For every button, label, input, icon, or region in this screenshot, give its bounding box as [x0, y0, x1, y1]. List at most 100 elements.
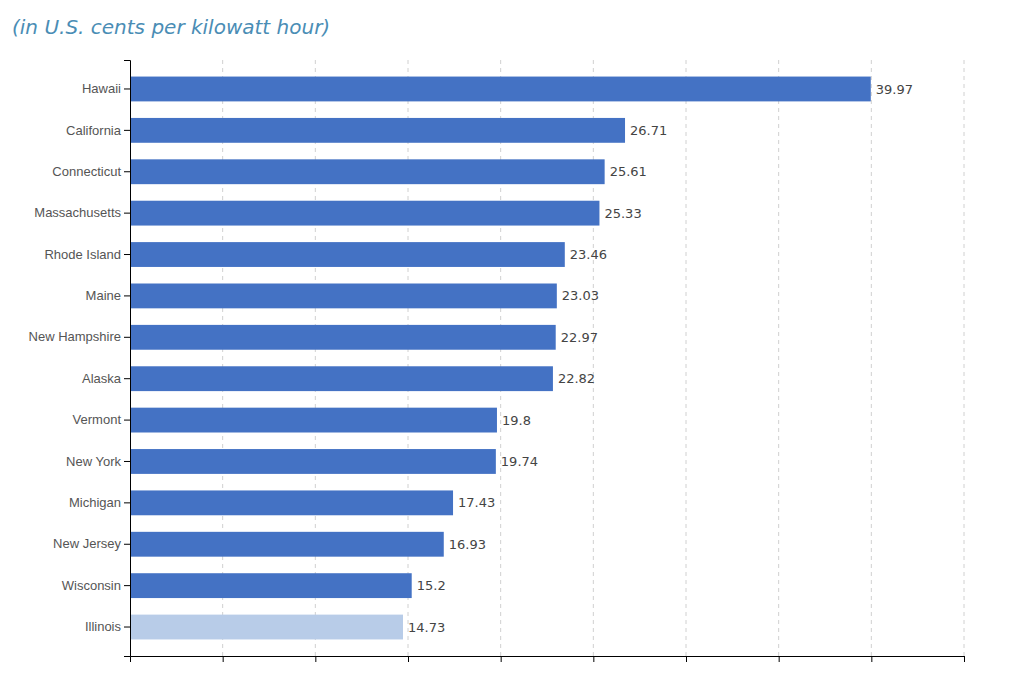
x-tick [686, 656, 687, 662]
grid-line [964, 60, 965, 656]
y-tick: Vermont [73, 412, 130, 427]
chart-svg: (in U.S. cents per kilowatt hour) Hawaii C… [0, 0, 1024, 686]
y-tick-mark [124, 337, 130, 338]
bar [130, 201, 599, 226]
chart-container: (in U.S. cents per kilowatt hour) Hawaii C… [0, 0, 1024, 686]
data-label: 22.97 [561, 330, 598, 345]
y-tick: Rhode Island [44, 247, 130, 262]
grid-line [593, 60, 594, 656]
bars [130, 77, 871, 640]
x-tick [964, 656, 965, 662]
bar [130, 77, 871, 102]
data-label: 22.82 [558, 371, 595, 386]
x-tick [223, 656, 224, 662]
y-tick-label: Illinois [85, 619, 122, 634]
y-tick-mark [124, 295, 130, 296]
y-tick-mark [124, 130, 130, 131]
x-tick [315, 656, 316, 662]
bar [130, 408, 497, 433]
data-label: 26.71 [630, 123, 667, 138]
data-label: 19.8 [502, 413, 531, 428]
data-label: 25.33 [604, 206, 641, 221]
x-tick-mark [315, 656, 316, 662]
grid-line [778, 60, 779, 656]
data-label: 25.61 [610, 164, 647, 179]
data-labels: 39.97 26.71 25.61 25.33 23.46 23.03 22.97 22.82… [408, 82, 913, 635]
y-tick-label: Michigan [69, 495, 121, 510]
bar [130, 490, 453, 515]
bar [130, 366, 553, 391]
y-tick-mark [124, 585, 130, 586]
bar [130, 242, 565, 267]
data-label: 15.2 [417, 578, 446, 593]
y-tick-label: California [66, 123, 122, 138]
y-tick: Michigan [69, 495, 130, 510]
bar [130, 284, 557, 309]
y-tick: Massachusetts [34, 205, 130, 220]
data-label: 23.03 [562, 288, 599, 303]
y-tick: Hawaii [82, 81, 130, 96]
y-tick-label: Connecticut [52, 164, 121, 179]
y-axis-line [124, 61, 131, 657]
y-tick-mark [124, 544, 130, 545]
y-tick-mark [124, 627, 130, 628]
x-tick-mark [408, 656, 409, 662]
y-tick: Maine [86, 288, 130, 303]
bar [130, 532, 444, 557]
bar [130, 159, 605, 184]
x-tick-mark [686, 656, 687, 662]
x-tick-mark [871, 656, 872, 662]
y-tick-mark [124, 88, 130, 89]
y-tick-mark [124, 420, 130, 421]
data-label: 39.97 [876, 82, 913, 97]
y-tick: New Hampshire [29, 329, 130, 344]
data-label: 16.93 [449, 537, 486, 552]
bar [130, 118, 625, 143]
y-tick: Wisconsin [62, 578, 130, 593]
y-tick-mark [124, 254, 130, 255]
data-label: 14.73 [408, 620, 445, 635]
y-tick-label: Massachusetts [34, 205, 121, 220]
grid-line [686, 60, 687, 656]
y-tick: Illinois [85, 619, 130, 634]
y-axis: Hawaii California Connecticut Massachusetts… [29, 61, 131, 657]
bar [130, 573, 412, 598]
y-tick-label: Vermont [73, 412, 122, 427]
x-tick [593, 656, 594, 662]
x-tick [779, 656, 780, 662]
data-label: 23.46 [570, 247, 607, 262]
y-tick-label: New York [66, 454, 121, 469]
y-tick: Connecticut [52, 164, 130, 179]
x-tick-mark [593, 656, 594, 662]
bar [130, 449, 496, 474]
title: (in U.S. cents per kilowatt hour) [12, 15, 330, 39]
x-axis [131, 656, 965, 662]
y-tick-label: Wisconsin [62, 578, 121, 593]
grid-line [408, 60, 409, 656]
grid-line [222, 60, 223, 656]
data-label: 19.74 [501, 454, 538, 469]
y-tick: Alaska [82, 371, 130, 386]
y-tick-mark [124, 171, 130, 172]
data-label: 17.43 [458, 495, 495, 510]
y-tick-mark [124, 213, 130, 214]
y-tick-label: Alaska [82, 371, 122, 386]
grid [223, 60, 964, 656]
y-tick-mark [124, 502, 130, 503]
x-tick [501, 656, 502, 662]
y-tick: New York [66, 454, 130, 469]
x-axis-line [131, 657, 965, 663]
plot: Hawaii California Connecticut Massachusetts… [29, 60, 965, 662]
bar [130, 325, 556, 350]
x-tick-mark [964, 656, 965, 662]
grid-line [871, 60, 872, 656]
x-tick-mark [779, 656, 780, 662]
y-tick-label: Hawaii [82, 81, 121, 96]
x-tick-mark [223, 656, 224, 662]
y-tick-label: Maine [86, 288, 121, 303]
y-tick: New Jersey [53, 536, 130, 551]
y-tick-label: Rhode Island [44, 247, 121, 262]
y-tick-mark [124, 378, 130, 379]
x-tick [871, 656, 872, 662]
grid-line [315, 60, 316, 656]
